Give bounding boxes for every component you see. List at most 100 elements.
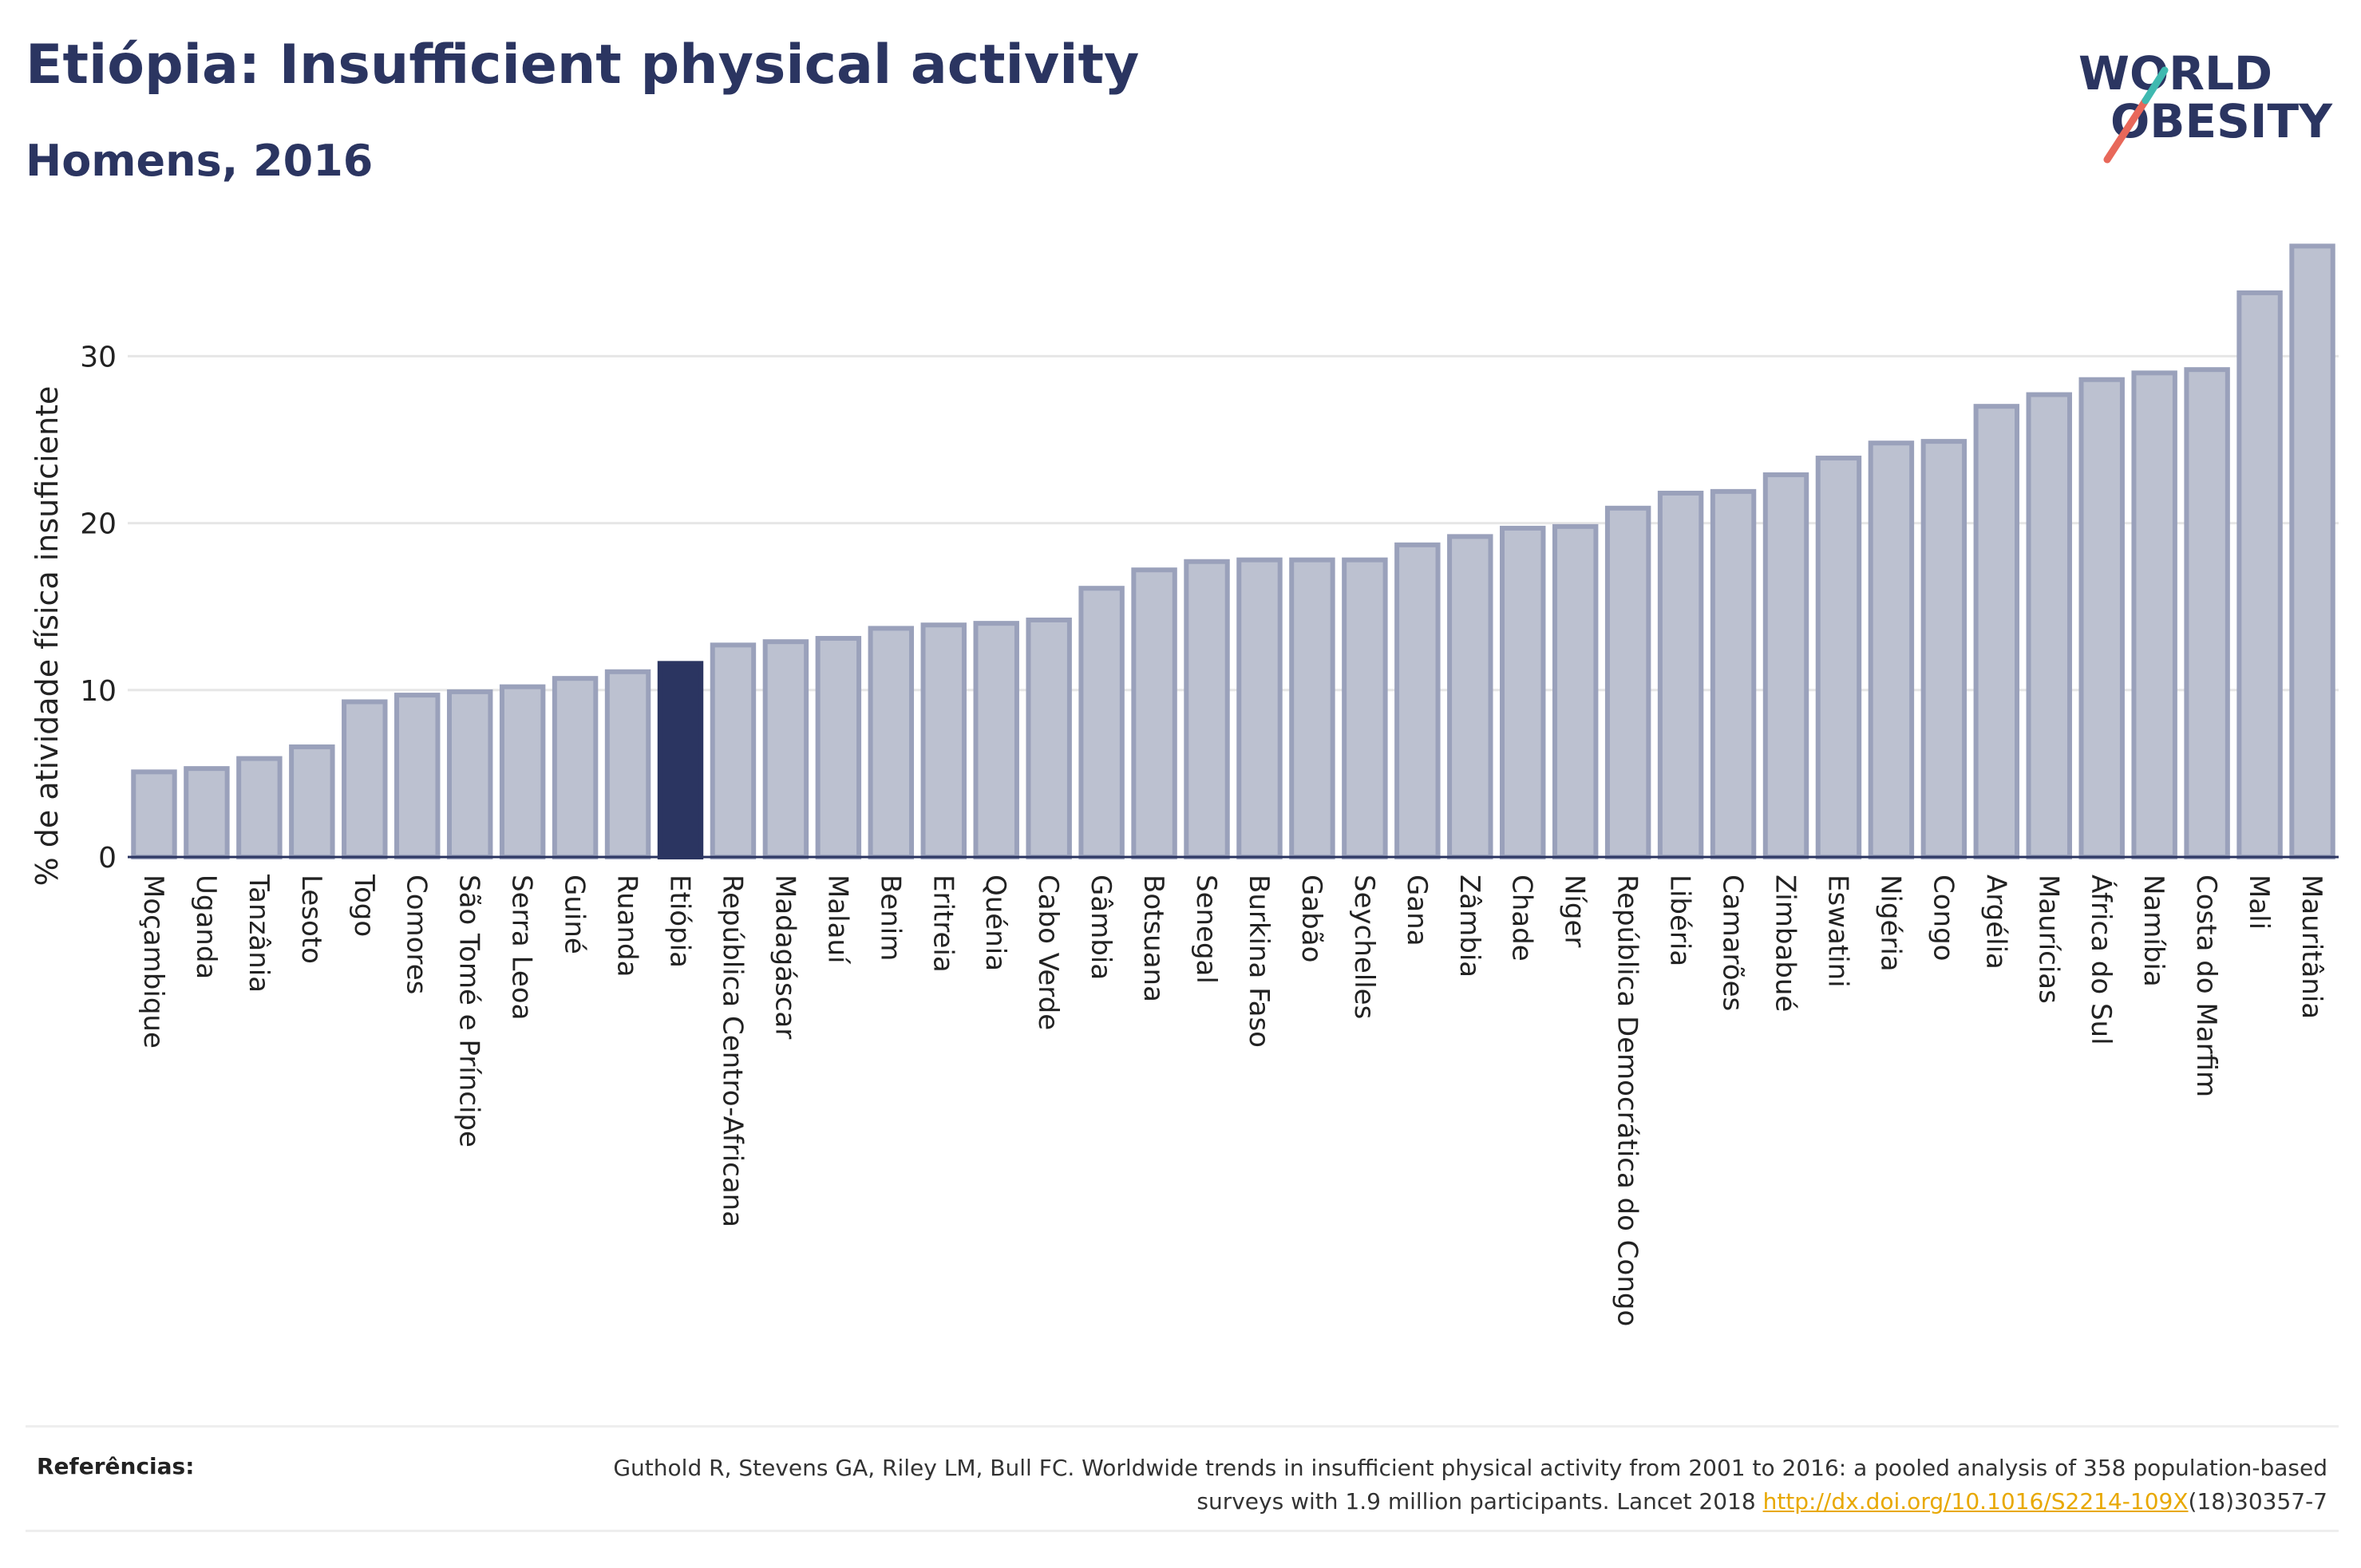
bar-uganda	[184, 766, 230, 859]
bar-tanzânia	[236, 756, 283, 859]
citation-text: Guthold R, Stevens GA, Riley LM, Bull FC…	[613, 1455, 2327, 1515]
grid-layer	[128, 354, 2339, 692]
x-tick-label: Cabo Verde	[1032, 875, 1064, 1030]
bar-mali	[2236, 290, 2283, 859]
bar-chade	[1500, 525, 1546, 859]
bar-lesoto	[289, 744, 335, 859]
bar-comores	[394, 693, 441, 859]
bar-zimbabué	[1762, 472, 1809, 860]
bar-botsuana	[1131, 567, 1177, 859]
x-tick-label: Maurícias	[2032, 875, 2064, 1004]
world-obesity-logo: WORLD OBESITY	[2078, 46, 2333, 164]
x-tick-label: Benim	[874, 875, 906, 961]
bar-eritreia	[920, 622, 967, 860]
logo-slash-red	[2103, 97, 2149, 164]
x-tick-label: Uganda	[190, 875, 222, 979]
x-tick-label: Moçambique	[137, 875, 169, 1049]
x-tick-label: Botsuana	[1137, 875, 1169, 1002]
axis-layer: 0 10 20 30 % de atividade física insuficient…	[30, 341, 2339, 1326]
x-tick-label: Guiné	[559, 875, 591, 954]
bar-nigéria	[1868, 440, 1915, 859]
chart-title: Etiópia: Insufficient physical activity	[26, 34, 1140, 97]
bar-gana	[1394, 542, 1441, 859]
bar-libéria	[1657, 490, 1704, 860]
x-tick-label: Gabão	[1295, 875, 1327, 962]
bar-etiópia	[657, 661, 704, 859]
y-tick-label: 30	[80, 341, 117, 373]
x-tick-label: Argélia	[1979, 875, 2011, 970]
references-text: Guthold R, Stevens GA, Riley LM, Bull FC…	[571, 1451, 2327, 1519]
bar-mauritânia	[2289, 243, 2335, 859]
x-tick-label: Congo	[1927, 875, 1959, 961]
y-axis-label: % de atividade física insuficiente	[30, 386, 65, 887]
bar-namíbia	[2131, 370, 2177, 859]
bar-madagáscar	[762, 639, 809, 859]
y-tick-label: 10	[80, 675, 117, 708]
chart-subtitle: Homens, 2016	[26, 136, 374, 186]
x-tick-label: Lesoto	[295, 875, 327, 964]
x-tick-label: Nigéria	[1874, 875, 1906, 972]
doi-link[interactable]: http://dx.doi.org/10.1016/S2214-109X	[1762, 1488, 2189, 1515]
bar-são-tomé-e-príncipe	[446, 689, 493, 859]
bar-argélia	[1973, 404, 2020, 859]
bar-ruanda	[604, 669, 651, 859]
x-tick-label: República Democrática do Congo	[1612, 875, 1643, 1326]
x-tick-label: Etiópia	[664, 875, 696, 968]
x-tick-label: Seychelles	[1348, 875, 1380, 1019]
x-tick-label: Gana	[1401, 875, 1433, 946]
x-tick-label: Costa do Marfim	[2190, 875, 2222, 1097]
bar-níger	[1552, 523, 1599, 859]
x-tick-label: Libéria	[1664, 875, 1696, 966]
bar-congo	[1920, 439, 1968, 859]
bar-malauí	[815, 635, 862, 859]
bar-seychelles	[1342, 557, 1388, 859]
x-tick-label: Comores	[401, 875, 433, 994]
bar-togo	[342, 699, 388, 859]
x-tick-label: Camarões	[1717, 875, 1749, 1011]
x-tick-label: Chade	[1506, 875, 1538, 962]
x-tick-label: Togo	[348, 874, 380, 937]
x-tick-label: República Centro-Africana	[716, 875, 748, 1227]
x-tick-label: Senegal	[1190, 875, 1222, 984]
x-tick-label: Mauritânia	[2296, 875, 2327, 1019]
x-tick-label: Malauí	[821, 875, 853, 965]
bar-guiné	[552, 676, 599, 859]
bar-costa-do-marfim	[2184, 367, 2230, 860]
x-tick-label: Zâmbia	[1453, 875, 1485, 978]
bar-república-centro-africana	[710, 642, 757, 859]
logo-line1: WORLD	[2078, 46, 2272, 101]
x-tick-label: Níger	[1559, 875, 1591, 947]
bar-senegal	[1184, 559, 1230, 859]
bar-serra-leoa	[499, 684, 546, 859]
references-section: Referências: Guthold R, Stevens GA, Rile…	[26, 1425, 2339, 1532]
bar-gabão	[1289, 557, 1335, 859]
x-tick-label: Quénia	[979, 875, 1011, 971]
x-tick-label: Tanzânia	[243, 874, 275, 993]
x-tick-label: Zimbabué	[1770, 875, 1801, 1012]
bar-zâmbia	[1447, 534, 1493, 859]
bar-cabo-verde	[1026, 617, 1072, 859]
x-tick-label: Eswatini	[1821, 875, 1853, 988]
bar-república-democrática-do-congo	[1604, 505, 1651, 860]
bar-maurícias	[2026, 392, 2072, 859]
bar-benim	[868, 626, 915, 860]
bar-chart: 0 10 20 30 % de atividade física insuficient…	[30, 243, 2339, 1326]
y-tick-label: 0	[98, 842, 117, 875]
logo-slash-teal	[2142, 66, 2169, 105]
x-tick-label: Burkina Faso	[1243, 875, 1275, 1048]
bar-layer	[131, 243, 2335, 860]
x-tick-label: Serra Leoa	[506, 875, 538, 1020]
citation-suffix: (18)30357-7	[2188, 1488, 2327, 1515]
bar-quénia	[973, 621, 1019, 859]
bar-burkina-faso	[1236, 557, 1283, 859]
bar-áfrica-do-sul	[2078, 377, 2125, 859]
x-tick-label: Ruanda	[611, 875, 643, 977]
x-tick-label: Gâmbia	[1085, 875, 1117, 980]
x-tick-label: África do Sul	[2085, 875, 2118, 1045]
y-tick-label: 20	[80, 508, 117, 541]
bar-camarões	[1710, 488, 1757, 859]
references-label: Referências:	[37, 1453, 195, 1479]
x-tick-label: Namíbia	[2138, 875, 2169, 987]
x-tick-label: São Tomé e Príncipe	[453, 875, 485, 1147]
bar-eswatini	[1815, 456, 1862, 859]
